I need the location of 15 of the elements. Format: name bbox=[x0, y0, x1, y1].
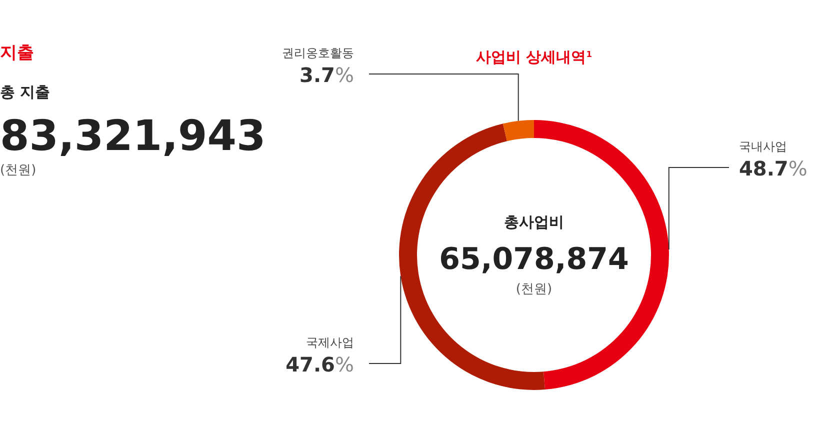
data-label: 3.7% bbox=[300, 62, 354, 87]
text: 지출 bbox=[0, 43, 34, 63]
text: (천원) bbox=[516, 282, 552, 297]
data-label: 48.7% bbox=[739, 156, 808, 181]
chart-title: 사업비 상세내역$^{1}$ bbox=[476, 48, 592, 66]
text: 65,078,874 bbox=[439, 242, 629, 277]
text: 83,321,943 bbox=[0, 111, 266, 160]
slice-label: 국제사업 bbox=[306, 336, 354, 350]
slice-label: 국내사업 bbox=[739, 140, 787, 154]
text: 총 지출 bbox=[0, 83, 50, 101]
slice-label: 권리옹호활동 bbox=[282, 46, 354, 60]
text: 총사업비 bbox=[504, 213, 564, 231]
data-label: 47.6% bbox=[286, 352, 354, 377]
text: (천원) bbox=[0, 163, 36, 178]
donut-slice bbox=[502, 120, 534, 142]
